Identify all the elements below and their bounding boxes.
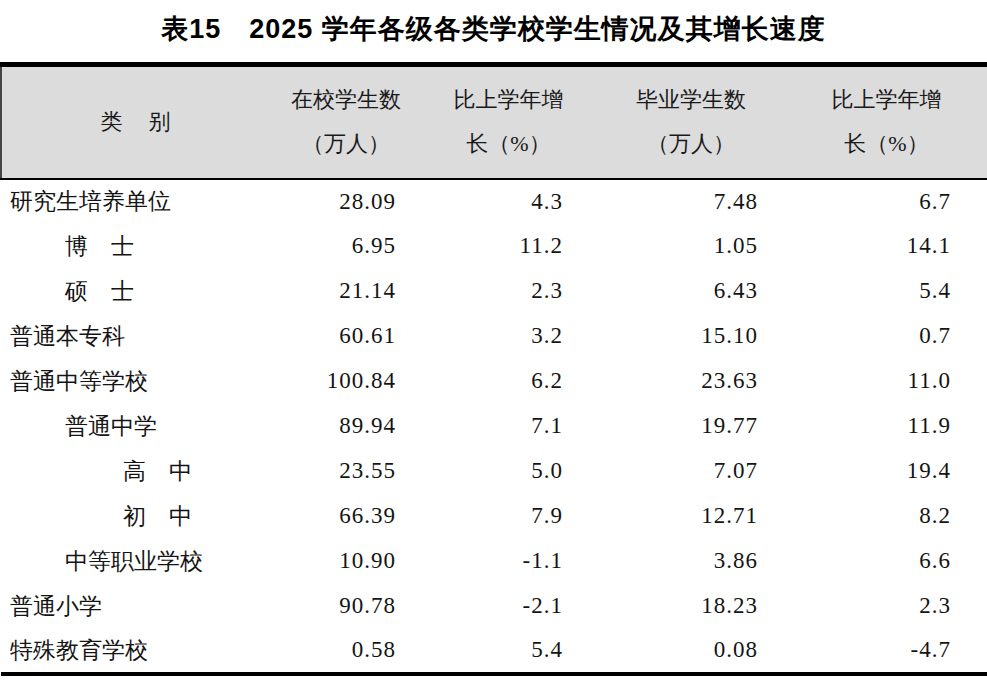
table-row: 特殊教育学校 0.58 5.4 0.08 -4.7 (1, 629, 987, 674)
cell-enrolled: 0.58 (271, 629, 421, 674)
cell-graduates-growth: -4.7 (786, 629, 987, 674)
row-label: 中等职业学校 (1, 539, 271, 584)
table-row: 硕 士 21.14 2.3 6.43 5.4 (1, 269, 987, 314)
cell-enrolled: 66.39 (271, 494, 421, 539)
cell-enrolled-growth: 4.3 (421, 179, 596, 224)
cell-graduates-growth: 6.6 (786, 539, 987, 584)
cell-graduates-growth: 0.7 (786, 314, 987, 359)
cell-graduates-growth: 8.2 (786, 494, 987, 539)
header-category: 类 别 (1, 65, 271, 179)
table-body: 研究生培养单位 28.09 4.3 7.48 6.7 博 士 6.95 11.2… (1, 179, 987, 674)
cell-graduates: 19.77 (596, 404, 786, 449)
cell-enrolled: 100.84 (271, 359, 421, 404)
header-graduates-line1: 毕业学生数 (596, 78, 786, 122)
cell-graduates: 6.43 (596, 269, 786, 314)
header-graduates-growth-unit: 长（%） (786, 122, 987, 166)
cell-graduates: 0.08 (596, 629, 786, 674)
cell-graduates: 15.10 (596, 314, 786, 359)
row-label: 普通中学 (1, 404, 271, 449)
table-row: 博 士 6.95 11.2 1.05 14.1 (1, 224, 987, 269)
cell-enrolled-growth: 3.2 (421, 314, 596, 359)
table-row: 初 中 66.39 7.9 12.71 8.2 (1, 494, 987, 539)
students-statistics-table: 类 别 在校学生数 （万人） 比上学年增 长（%） 毕业学生数 （万人） 比上学… (0, 62, 987, 676)
header-row: 类 别 在校学生数 （万人） 比上学年增 长（%） 毕业学生数 （万人） 比上学… (1, 65, 987, 179)
header-graduates-growth-line1: 比上学年增 (786, 78, 987, 122)
cell-enrolled: 23.55 (271, 449, 421, 494)
table-row: 研究生培养单位 28.09 4.3 7.48 6.7 (1, 179, 987, 224)
row-label: 特殊教育学校 (1, 629, 271, 674)
cell-graduates-growth: 14.1 (786, 224, 987, 269)
cell-graduates: 7.07 (596, 449, 786, 494)
header-graduates-unit: （万人） (596, 122, 786, 166)
header-graduates: 毕业学生数 （万人） (596, 65, 786, 179)
header-enrolled: 在校学生数 （万人） (271, 65, 421, 179)
row-label: 普通小学 (1, 584, 271, 629)
row-label: 高 中 (1, 449, 271, 494)
cell-enrolled: 21.14 (271, 269, 421, 314)
cell-enrolled: 90.78 (271, 584, 421, 629)
table-row: 普通小学 90.78 -2.1 18.23 2.3 (1, 584, 987, 629)
header-enrolled-growth-line1: 比上学年增 (421, 78, 596, 122)
table-row: 普通中等学校 100.84 6.2 23.63 11.0 (1, 359, 987, 404)
cell-enrolled-growth: 6.2 (421, 359, 596, 404)
row-label: 初 中 (1, 494, 271, 539)
cell-graduates: 18.23 (596, 584, 786, 629)
cell-enrolled-growth: 7.9 (421, 494, 596, 539)
table-row: 高 中 23.55 5.0 7.07 19.4 (1, 449, 987, 494)
cell-graduates: 23.63 (596, 359, 786, 404)
cell-graduates-growth: 11.0 (786, 359, 987, 404)
cell-enrolled: 28.09 (271, 179, 421, 224)
table-row: 中等职业学校 10.90 -1.1 3.86 6.6 (1, 539, 987, 584)
cell-enrolled-growth: -2.1 (421, 584, 596, 629)
cell-graduates: 1.05 (596, 224, 786, 269)
cell-graduates-growth: 5.4 (786, 269, 987, 314)
table-header: 类 别 在校学生数 （万人） 比上学年增 长（%） 毕业学生数 （万人） 比上学… (1, 65, 987, 179)
cell-enrolled-growth: 7.1 (421, 404, 596, 449)
cell-enrolled: 89.94 (271, 404, 421, 449)
cell-enrolled: 10.90 (271, 539, 421, 584)
cell-graduates: 7.48 (596, 179, 786, 224)
table-title: 表15 2025 学年各级各类学校学生情况及其增长速度 (0, 0, 987, 62)
cell-graduates-growth: 19.4 (786, 449, 987, 494)
header-enrolled-unit: （万人） (271, 122, 421, 166)
cell-graduates: 3.86 (596, 539, 786, 584)
cell-graduates-growth: 2.3 (786, 584, 987, 629)
header-enrolled-line1: 在校学生数 (271, 78, 421, 122)
cell-enrolled-growth: 5.4 (421, 629, 596, 674)
cell-graduates-growth: 11.9 (786, 404, 987, 449)
cell-enrolled-growth: -1.1 (421, 539, 596, 584)
header-enrolled-growth: 比上学年增 长（%） (421, 65, 596, 179)
row-label: 普通中等学校 (1, 359, 271, 404)
header-enrolled-growth-unit: 长（%） (421, 122, 596, 166)
document-page: 表15 2025 学年各级各类学校学生情况及其增长速度 类 别 在校学生数 （万… (0, 0, 987, 693)
row-label: 博 士 (1, 224, 271, 269)
cell-enrolled: 60.61 (271, 314, 421, 359)
cell-enrolled-growth: 2.3 (421, 269, 596, 314)
table-row: 普通中学 89.94 7.1 19.77 11.9 (1, 404, 987, 449)
cell-graduates: 12.71 (596, 494, 786, 539)
row-label: 研究生培养单位 (1, 179, 271, 224)
table-row: 普通本专科 60.61 3.2 15.10 0.7 (1, 314, 987, 359)
cell-enrolled-growth: 11.2 (421, 224, 596, 269)
header-graduates-growth: 比上学年增 长（%） (786, 65, 987, 179)
cell-enrolled: 6.95 (271, 224, 421, 269)
row-label: 硕 士 (1, 269, 271, 314)
row-label: 普通本专科 (1, 314, 271, 359)
cell-graduates-growth: 6.7 (786, 179, 987, 224)
cell-enrolled-growth: 5.0 (421, 449, 596, 494)
